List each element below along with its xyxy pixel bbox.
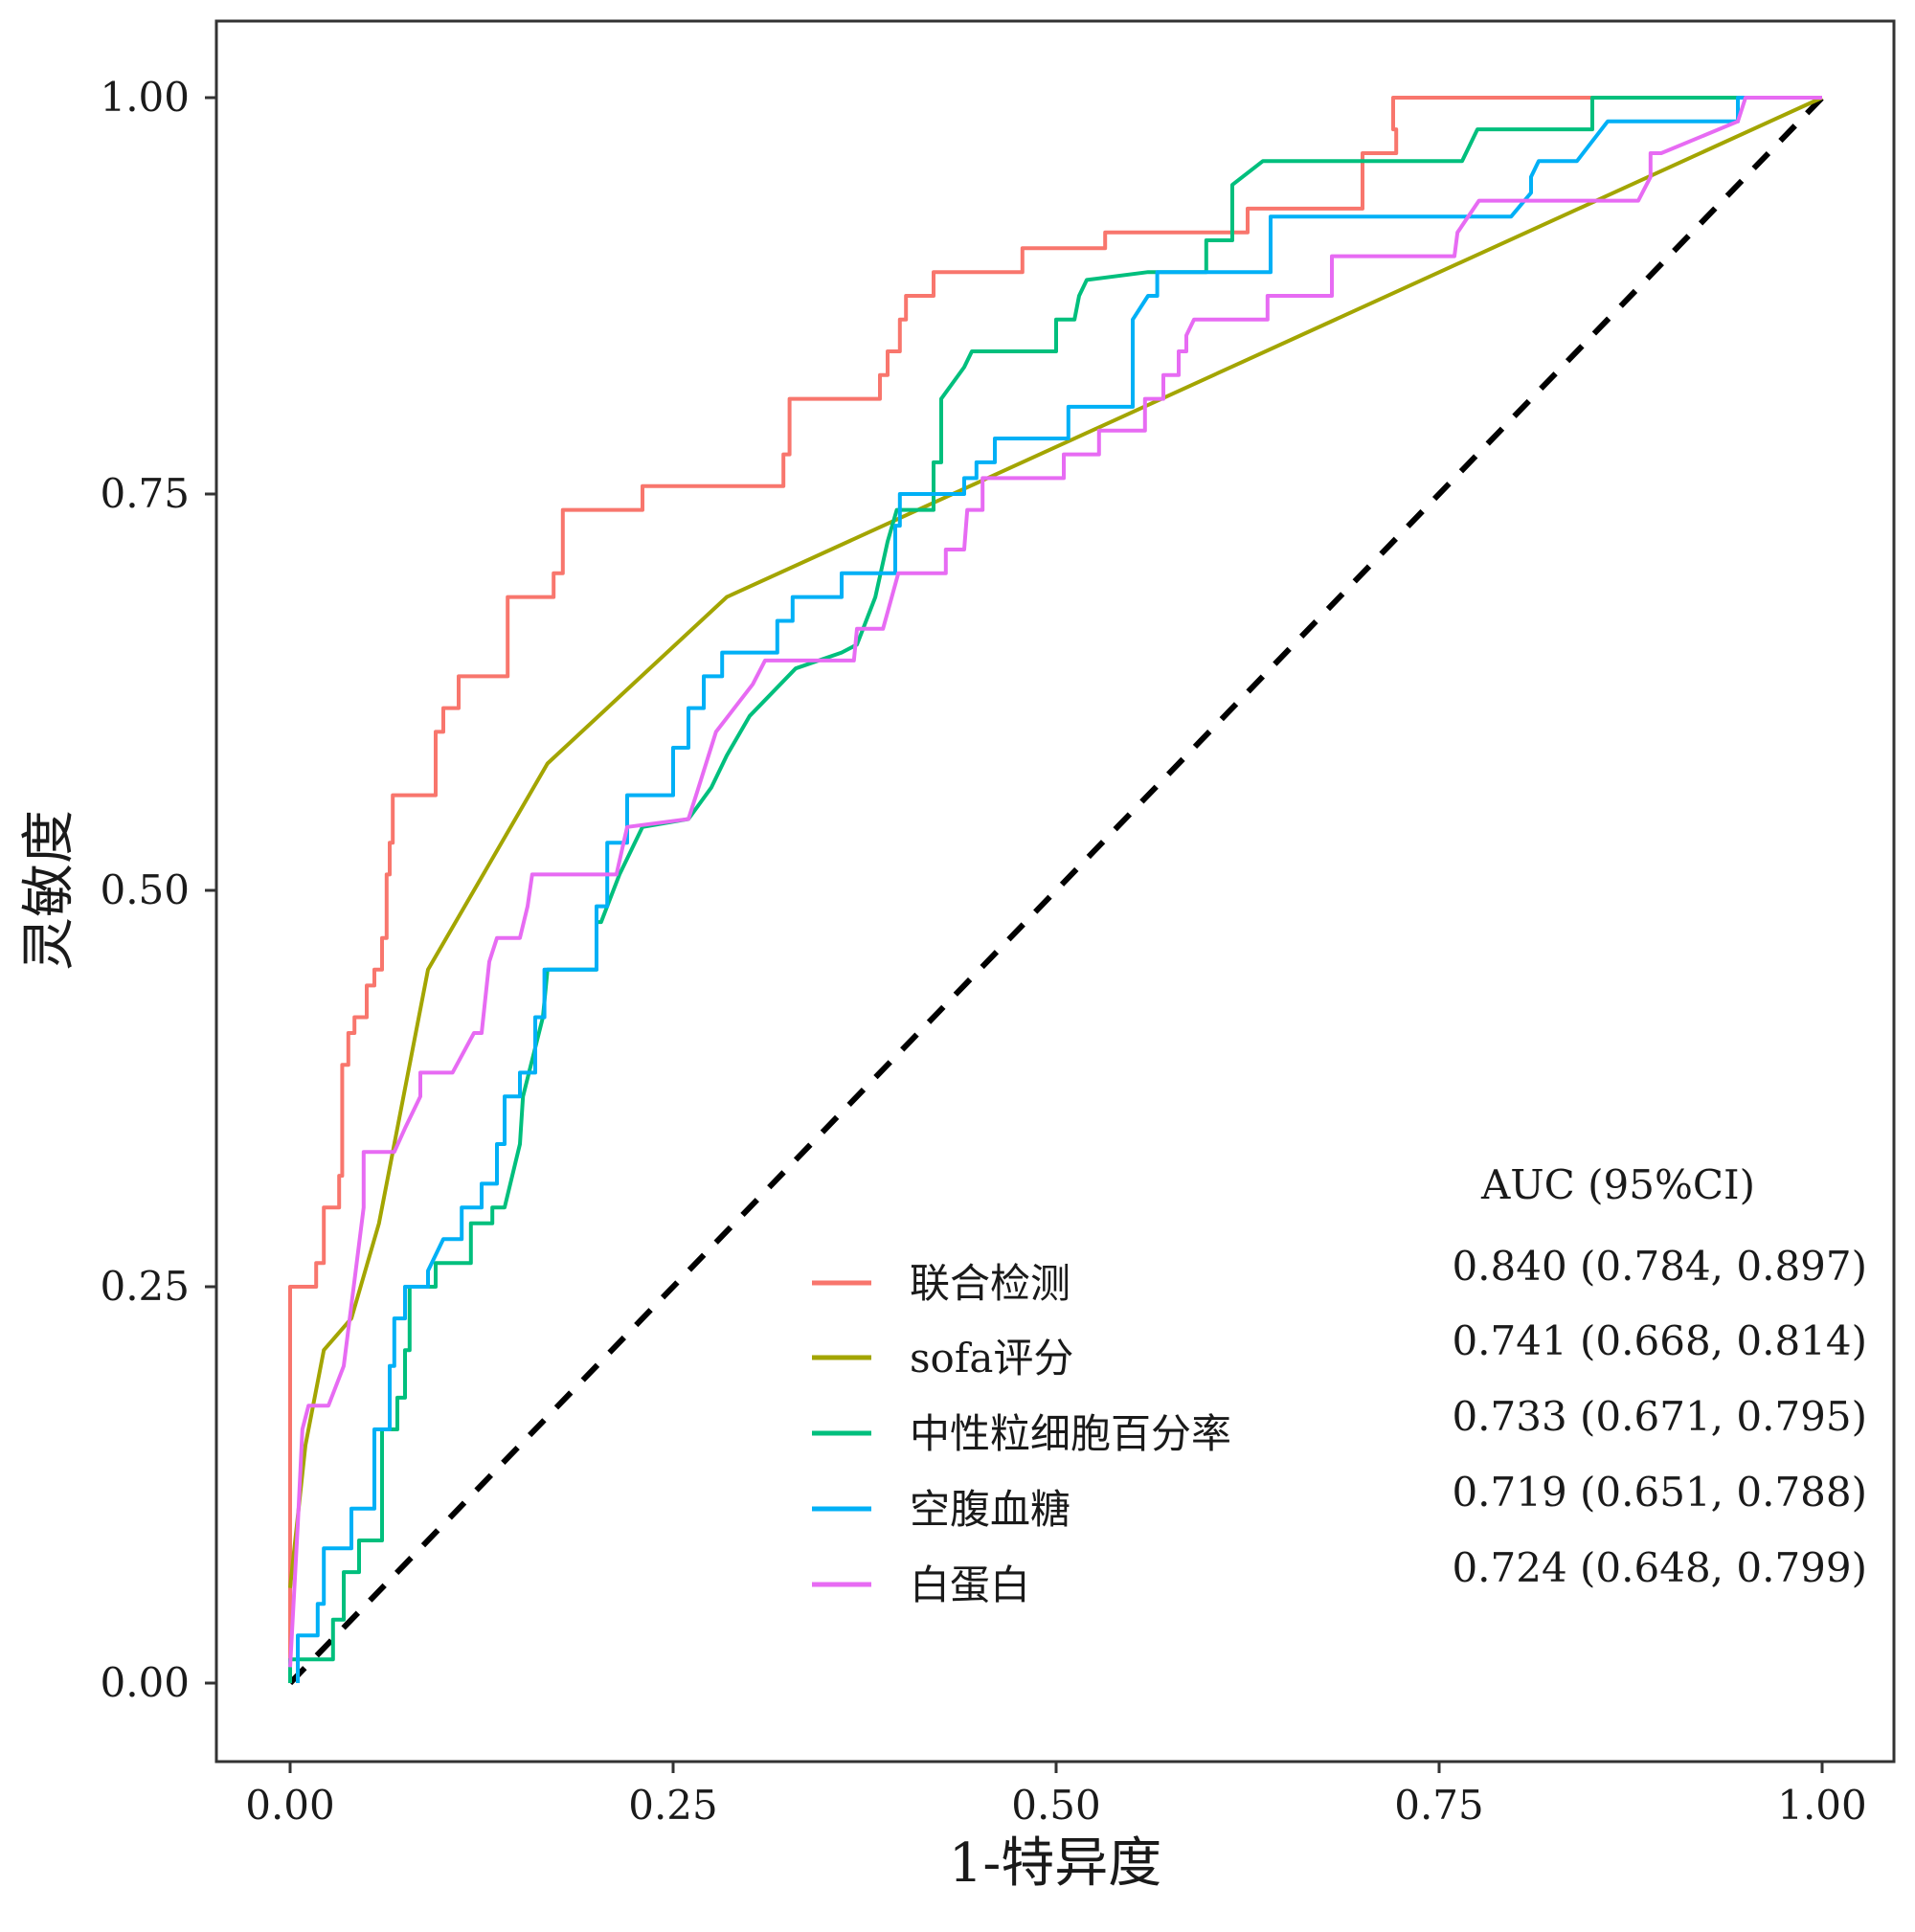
auc-value: 0.724 (0.648, 0.799) [1452,1544,1867,1591]
legend-label: sofa评分 [910,1335,1073,1382]
roc-curve-series-5 [288,96,1822,1668]
roc-curve-series-2 [288,96,1823,1588]
y-tick-label: 0.25 [100,1263,190,1310]
y-tick-label: 1.00 [100,74,190,121]
roc-curve-series-1 [288,96,1822,1683]
x-tick-label: 0.00 [245,1782,335,1829]
auc-value: 0.719 (0.651, 0.788) [1452,1469,1867,1516]
legend-label: 空腹血糖 [910,1486,1070,1533]
x-tick-label: 0.50 [1011,1782,1101,1829]
x-tick-label: 0.25 [628,1782,718,1829]
x-axis-title: 1-特异度 [949,1832,1162,1895]
auc-values: 0.840 (0.784, 0.897) 0.741 (0.668, 0.814)… [1452,1243,1867,1591]
auc-value: 0.733 (0.671, 0.795) [1452,1393,1867,1440]
legend-label: 联合检测 [910,1260,1070,1307]
y-tick-label: 0.50 [100,866,190,913]
auc-header: AUC (95%CI) [1480,1161,1755,1208]
y-tick-label: 0.75 [100,470,190,517]
auc-value: 0.840 (0.784, 0.897) [1452,1243,1867,1290]
panel-border [214,19,1896,1764]
roc-curve-series-4 [296,96,1822,1683]
x-tick-label: 1.00 [1777,1782,1867,1829]
axes: 0.00 0.25 0.50 0.75 1.00 0.00 0.25 0.50 0.75 1.00 [100,74,1866,1829]
y-tick-label: 0.00 [100,1659,190,1706]
series-layer [288,96,1823,1683]
auc-value: 0.741 (0.668, 0.814) [1452,1317,1867,1364]
x-tick-label: 0.75 [1394,1782,1484,1829]
legend-label: 白蛋白 [910,1561,1030,1608]
legend-label: 中性粒细胞百分率 [910,1410,1231,1457]
y-axis-title: 灵敏度 [18,810,80,971]
